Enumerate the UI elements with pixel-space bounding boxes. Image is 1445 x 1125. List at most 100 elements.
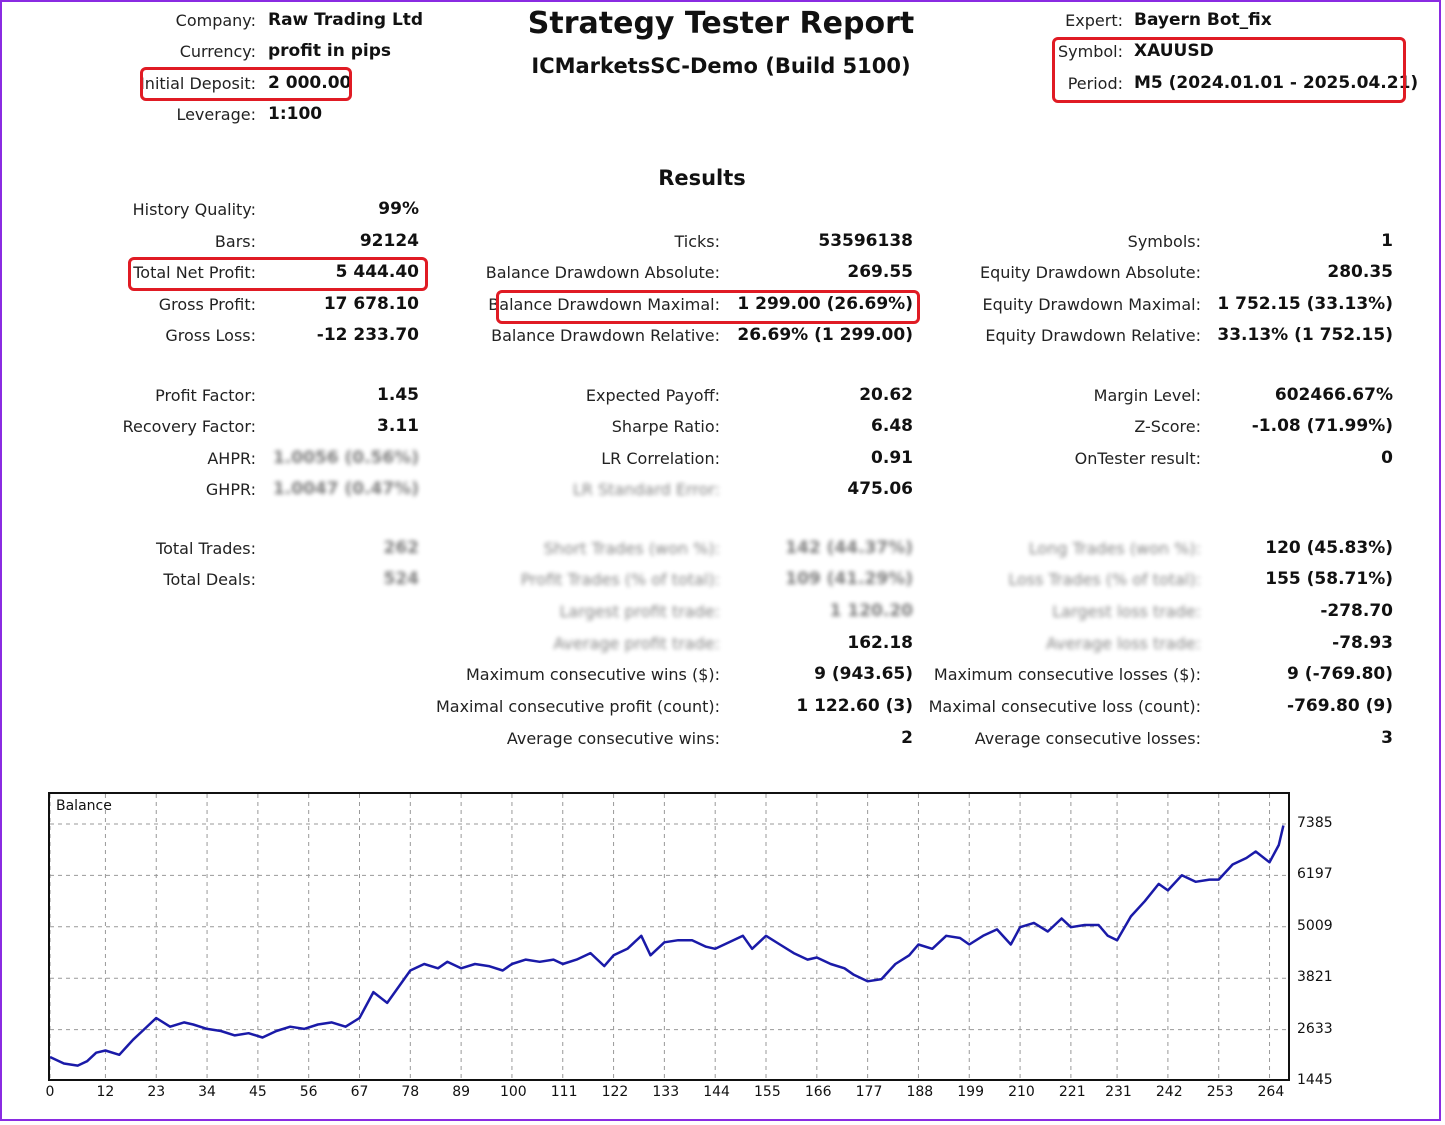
result-label: Gross Loss: xyxy=(165,326,256,345)
header-label: Leverage: xyxy=(176,105,256,124)
header-value: Bayern Bot_fix xyxy=(1134,10,1272,30)
result-value: -78.93 xyxy=(1332,633,1393,653)
result-label: Loss Trades (% of total): xyxy=(1008,570,1201,589)
result-label: AHPR: xyxy=(207,449,256,468)
result-value: 524 xyxy=(383,569,420,589)
result-value: 99% xyxy=(378,199,419,219)
header-label: Expert: xyxy=(1065,11,1123,30)
report-subtitle: ICMarketsSC-Demo (Build 5100) xyxy=(531,54,911,78)
x-tick-label: 133 xyxy=(652,1084,680,1100)
header-value: profit in pips xyxy=(268,41,392,61)
x-tick-label: 56 xyxy=(299,1084,318,1100)
result-value: 1.0047 (0.47%) xyxy=(272,479,419,499)
y-tick-label: 5009 xyxy=(1297,917,1333,934)
highlight-total-net-profit xyxy=(128,257,428,291)
result-value: -278.70 xyxy=(1320,601,1393,621)
y-tick-label: 2633 xyxy=(1297,1020,1333,1037)
result-value: 6.48 xyxy=(871,416,913,436)
header-value: 1:100 xyxy=(268,104,323,124)
result-label: Short Trades (won %): xyxy=(543,539,720,558)
x-tick-label: 264 xyxy=(1257,1084,1285,1100)
header-label: Currency: xyxy=(179,42,256,61)
x-tick-label: 89 xyxy=(452,1084,471,1100)
result-value: 1 752.15 (33.13%) xyxy=(1217,294,1393,314)
y-tick-label: 3821 xyxy=(1297,969,1333,986)
highlight-balance-drawdown-maximal xyxy=(496,290,920,324)
result-label: Long Trades (won %): xyxy=(1028,539,1201,558)
result-value: 120 (45.83%) xyxy=(1265,538,1393,558)
result-value: 1 120.20 xyxy=(829,601,913,621)
result-label: Maximal consecutive loss (count): xyxy=(928,697,1201,716)
result-label: Maximum consecutive wins ($): xyxy=(465,665,720,684)
header-value: Raw Trading Ltd xyxy=(268,10,424,30)
result-value: 280.35 xyxy=(1327,262,1393,282)
result-value: 2 xyxy=(901,728,913,748)
result-value: 20.62 xyxy=(859,385,913,405)
x-tick-label: 122 xyxy=(601,1084,629,1100)
result-label: Total Deals: xyxy=(163,570,256,589)
x-tick-label: 210 xyxy=(1008,1084,1035,1100)
header-label: Company: xyxy=(175,11,256,30)
result-label: Recovery Factor: xyxy=(122,417,256,436)
result-label: Equity Drawdown Maximal: xyxy=(982,295,1201,314)
result-value: 53596138 xyxy=(818,231,913,251)
highlight-symbol-period xyxy=(1052,37,1406,103)
result-value: 33.13% (1 752.15) xyxy=(1217,325,1393,345)
result-value: 5 444.40 xyxy=(335,262,419,282)
result-value: 142 (44.37%) xyxy=(785,538,913,558)
result-value: 9 (-769.80) xyxy=(1287,664,1393,684)
result-label: Largest profit trade: xyxy=(559,602,720,621)
result-value: 0.91 xyxy=(871,448,913,468)
x-tick-label: 253 xyxy=(1206,1084,1234,1100)
result-value: 162.18 xyxy=(847,633,913,653)
result-label: Maximum consecutive losses ($): xyxy=(933,665,1201,684)
result-label: Sharpe Ratio: xyxy=(611,417,720,436)
x-tick-label: 155 xyxy=(754,1084,781,1100)
report-title: Strategy Tester Report xyxy=(527,6,915,41)
header-label: Initial Deposit: xyxy=(140,74,256,93)
x-tick-label: 45 xyxy=(248,1084,267,1100)
x-tick-label: 78 xyxy=(401,1084,420,1100)
x-tick-label: 111 xyxy=(550,1084,578,1100)
result-label: Profit Factor: xyxy=(155,386,256,405)
y-tick-label: 7385 xyxy=(1297,815,1333,831)
result-label: Maximal consecutive profit (count): xyxy=(435,697,720,716)
x-tick-label: 166 xyxy=(804,1084,832,1100)
x-tick-label: 177 xyxy=(855,1084,883,1100)
result-value: -12 233.70 xyxy=(316,325,419,345)
result-label: Expected Payoff: xyxy=(585,386,720,405)
result-value: 262 xyxy=(383,538,420,558)
result-label: History Quality: xyxy=(132,200,256,219)
result-label: Equity Drawdown Absolute: xyxy=(979,263,1201,282)
highlight-initial-deposit xyxy=(140,67,352,101)
result-value: 17 678.10 xyxy=(323,294,419,314)
x-tick-label: 12 xyxy=(96,1084,115,1100)
result-label: Profit Trades (% of total): xyxy=(520,570,720,589)
x-tick-label: 242 xyxy=(1155,1084,1183,1100)
result-value: -769.80 (9) xyxy=(1287,696,1393,716)
result-label: Balance Drawdown Relative: xyxy=(491,326,720,345)
y-tick-label: 1445 xyxy=(1297,1072,1333,1088)
result-value: 1 xyxy=(1381,231,1393,251)
result-value: 3.11 xyxy=(377,416,419,436)
result-value: 0 xyxy=(1381,448,1393,468)
x-tick-label: 0 xyxy=(45,1084,55,1100)
header-value: XAUUSD xyxy=(1134,41,1214,61)
result-label: Average consecutive losses: xyxy=(974,729,1201,748)
x-tick-label: 188 xyxy=(906,1084,934,1100)
result-label: Total Trades: xyxy=(156,539,256,558)
results-heading: Results xyxy=(658,166,746,190)
result-label: Equity Drawdown Relative: xyxy=(985,326,1201,345)
result-value: 155 (58.71%) xyxy=(1265,569,1393,589)
result-label: LR Standard Error: xyxy=(572,480,720,499)
header-label: Period: xyxy=(1067,74,1123,93)
x-tick-label: 199 xyxy=(957,1084,984,1100)
x-tick-label: 231 xyxy=(1105,1084,1132,1100)
result-label: Average profit trade: xyxy=(553,634,720,653)
x-tick-label: 67 xyxy=(350,1084,369,1100)
result-label: Average loss trade: xyxy=(1046,634,1201,653)
result-value: 269.55 xyxy=(847,262,913,282)
result-label: GHPR: xyxy=(205,480,256,499)
result-value: 1 299.00 (26.69%) xyxy=(737,294,913,314)
result-value: 92124 xyxy=(359,231,419,251)
